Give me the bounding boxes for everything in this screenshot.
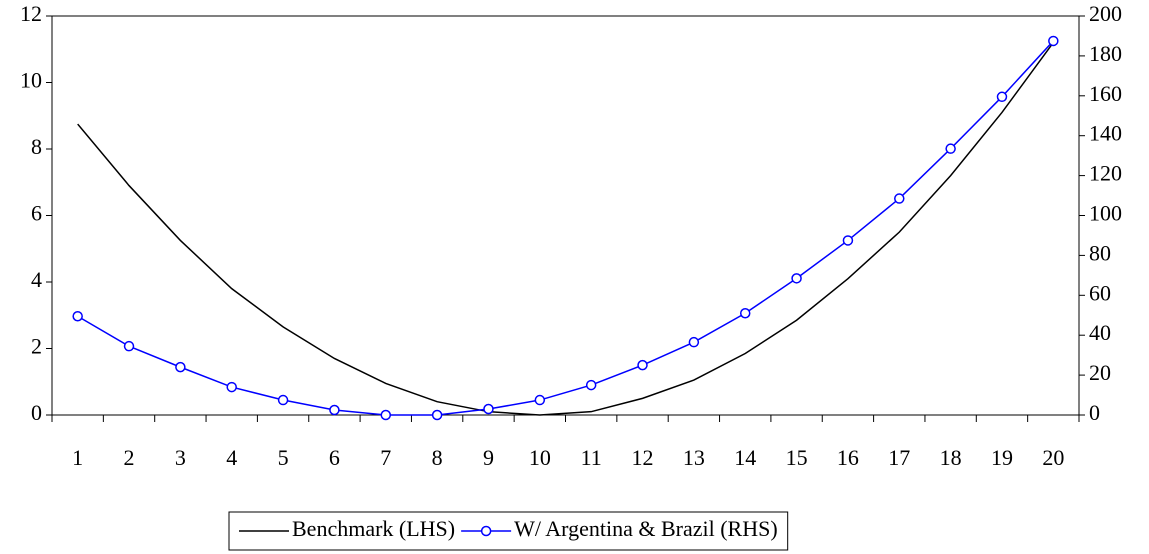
y2-tick-label: 120 [1089,161,1122,186]
legend-marker [480,525,492,537]
point [380,409,392,421]
point [483,403,494,415]
point [123,340,135,352]
x-tick-label: 20 [1042,445,1064,470]
point [791,273,802,284]
x-tick-label: 17 [888,445,910,470]
y-tick-label: 0 [31,400,42,425]
y-tick-label: 10 [20,68,42,93]
y-tick-label: 12 [20,1,42,26]
x-tick-label: 15 [786,445,808,470]
x-tick-label: 16 [837,445,859,470]
y2-tick-label: 80 [1089,240,1111,265]
y-tick-label: 2 [31,334,42,359]
x-tick-label: 10 [529,445,551,470]
x-tick-label: 3 [175,445,186,470]
point [739,308,751,319]
point [277,394,289,406]
legend-label: W/ Argentina & Brazil (RHS) [514,516,778,541]
x-tick-label: 2 [124,445,135,470]
x-tick-label: 5 [278,445,289,470]
point [945,143,956,154]
point [637,359,648,371]
point [842,235,854,246]
point [996,91,1008,103]
point [431,409,443,421]
legend: Benchmark (LHS) W/ Argentina & Brazil (RH… [228,511,789,551]
x-tick-label: 9 [483,445,494,470]
y-tick-label: 4 [31,267,42,292]
x-tick-label: 7 [380,445,391,470]
x-tick-label: 12 [632,445,654,470]
point [534,394,546,406]
y-tick-label: 6 [31,201,42,226]
x-tick-label: 13 [683,445,705,470]
x-tick-label: 4 [226,445,237,470]
y2-tick-label: 0 [1089,400,1100,425]
x-tick-label: 14 [734,445,756,470]
y2-tick-label: 140 [1089,121,1122,146]
point [1048,35,1059,47]
y2-tick-label: 160 [1089,81,1122,106]
point [688,336,700,348]
x-tick-label: 18 [940,445,962,470]
point [226,381,237,393]
y2-tick-label: 200 [1089,1,1122,26]
point [72,310,83,322]
x-tick-label: 8 [432,445,443,470]
point [894,193,905,204]
x-tick-label: 1 [72,445,83,470]
point [585,379,597,391]
x-tick-label: 6 [329,445,340,470]
series-line [77,42,1054,416]
y2-tick-label: 180 [1089,41,1122,66]
y2-tick-label: 20 [1089,360,1111,385]
x-tick-label: 11 [581,445,602,470]
y2-tick-label: 60 [1089,280,1111,305]
series-line [77,40,1054,416]
y2-tick-label: 40 [1089,320,1111,345]
point [175,361,186,373]
legend-label: Benchmark (LHS) [292,516,455,541]
plot-area [51,15,1080,416]
y2-tick-label: 100 [1089,201,1122,226]
point [329,404,340,416]
x-tick-label: 19 [991,445,1013,470]
y-tick-label: 8 [31,134,42,159]
